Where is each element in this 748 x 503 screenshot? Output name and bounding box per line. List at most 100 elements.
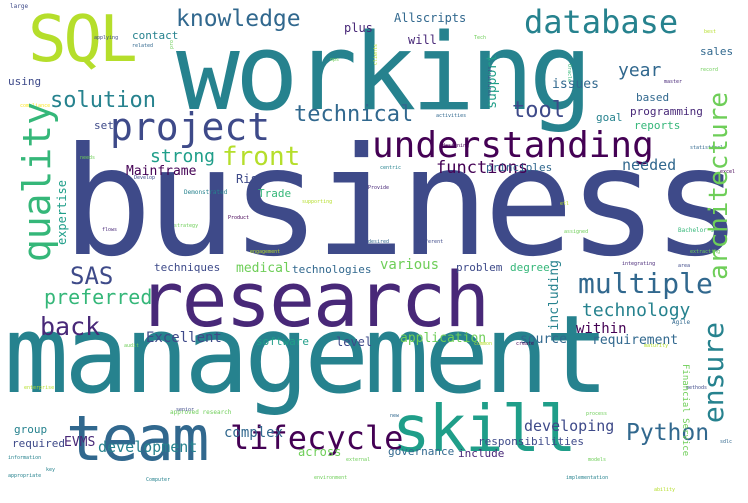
cloud-word: application	[400, 331, 487, 346]
cloud-word: expertise	[55, 180, 69, 246]
cloud-word: solution	[50, 88, 156, 113]
cloud-word: large	[10, 3, 29, 10]
cloud-word: multiple	[578, 267, 713, 300]
cloud-word: quality	[15, 102, 59, 263]
cloud-word: implementation	[566, 475, 609, 481]
cloud-word: activities	[436, 113, 467, 119]
cloud-word: information	[8, 455, 42, 461]
cloud-word: needed	[622, 156, 677, 174]
cloud-word: ops	[330, 57, 340, 63]
cloud-word: Allscripts	[394, 11, 467, 25]
cloud-word: within	[576, 321, 627, 337]
cloud-word: enterprise	[24, 385, 55, 391]
cloud-word: developing	[524, 417, 615, 435]
cloud-word: techniques	[154, 261, 221, 274]
cloud-word: architecture	[704, 92, 734, 280]
cloud-word: supporting	[302, 199, 333, 205]
cloud-word: management	[4, 293, 609, 418]
cloud-word: development	[98, 438, 198, 456]
cloud-word: Mainframe	[126, 164, 197, 179]
cloud-word: issues	[552, 77, 599, 92]
cloud-word: including	[547, 260, 562, 331]
cloud-word: environment	[314, 475, 348, 481]
cloud-word: audit	[124, 343, 140, 349]
cloud-word: sdlc	[720, 439, 733, 445]
cloud-word: tool	[512, 98, 565, 123]
cloud-word: related	[132, 43, 154, 49]
cloud-word: create	[516, 341, 535, 347]
cloud-word: Oracle	[566, 64, 572, 83]
cloud-word: Product	[228, 215, 250, 221]
cloud-word: appropriate	[8, 473, 42, 479]
cloud-word: Financial Service	[680, 364, 690, 457]
cloud-word: ability	[654, 487, 676, 493]
cloud-word: include	[458, 447, 505, 460]
cloud-word: models	[588, 457, 607, 463]
cloud-word: front	[222, 142, 301, 172]
cloud-word: technologies	[292, 263, 372, 276]
cloud-word: sales	[700, 45, 734, 58]
cloud-word: senior	[176, 407, 195, 413]
cloud-word: different	[416, 239, 444, 245]
cloud-word: database	[524, 3, 679, 41]
cloud-word: programming	[630, 105, 703, 118]
cloud-word: Demonstrated	[184, 189, 228, 196]
cloud-word: Risk	[236, 172, 265, 186]
cloud-word: key	[46, 467, 56, 473]
cloud-word: Python	[626, 420, 710, 446]
cloud-word: plus	[344, 21, 373, 35]
cloud-word: technical	[294, 102, 414, 127]
cloud-word: excel	[720, 169, 736, 175]
cloud-word: level	[336, 335, 373, 349]
cloud-word: assigned	[564, 229, 589, 235]
cloud-word: structures	[486, 66, 492, 97]
cloud-word: area	[678, 263, 691, 269]
cloud-word: knowledge	[176, 6, 301, 32]
cloud-word: master	[664, 79, 683, 85]
cloud-word: medical	[236, 261, 291, 276]
cloud-word: process	[586, 411, 608, 417]
cloud-word: desired	[368, 239, 390, 245]
cloud-word: applying	[94, 35, 119, 41]
cloud-word: working	[176, 11, 593, 134]
cloud-word: common	[474, 341, 493, 347]
cloud-word: technology	[582, 300, 691, 321]
cloud-word: project	[110, 105, 271, 149]
cloud-word: various	[380, 257, 440, 273]
cloud-word: skill	[392, 393, 577, 467]
cloud-word: year	[618, 60, 662, 81]
cloud-word: research	[138, 255, 490, 344]
cloud-word: flows	[102, 227, 118, 233]
cloud-word: maturity	[644, 343, 669, 349]
cloud-word: methods	[686, 385, 708, 391]
cloud-word: SAS	[70, 262, 114, 290]
cloud-word: problem	[456, 261, 503, 274]
cloud-word: Trade	[258, 187, 292, 200]
cloud-word: responsibilities	[478, 435, 584, 448]
cloud-word: Develop	[134, 175, 156, 181]
cloud-word: across	[298, 445, 342, 459]
cloud-word: business	[62, 116, 742, 290]
cloud-word: SQL	[28, 3, 138, 77]
cloud-word: Tech	[474, 35, 487, 41]
cloud-word: group	[14, 423, 48, 436]
cloud-word: functions	[436, 158, 529, 178]
cloud-word: pro	[169, 40, 175, 50]
cloud-word: approved research	[170, 409, 232, 416]
cloud-word: using	[8, 75, 42, 88]
cloud-word: record	[700, 67, 719, 73]
cloud-word: reports	[634, 119, 681, 132]
cloud-word: strategy	[174, 223, 199, 229]
cloud-word: required	[12, 437, 65, 450]
cloud-word: Excellent	[146, 330, 222, 346]
cloud-word: strong	[150, 146, 216, 167]
cloud-word: understanding	[372, 125, 654, 166]
cloud-word: will	[408, 33, 437, 47]
cloud-word: principles	[486, 161, 553, 174]
cloud-word: Provide	[368, 185, 390, 191]
cloud-word: software	[256, 335, 309, 348]
cloud-word: contact	[132, 29, 179, 42]
cloud-word: set	[94, 119, 114, 132]
cloud-word: back	[40, 312, 101, 341]
cloud-word: Bachelor s	[678, 227, 715, 234]
